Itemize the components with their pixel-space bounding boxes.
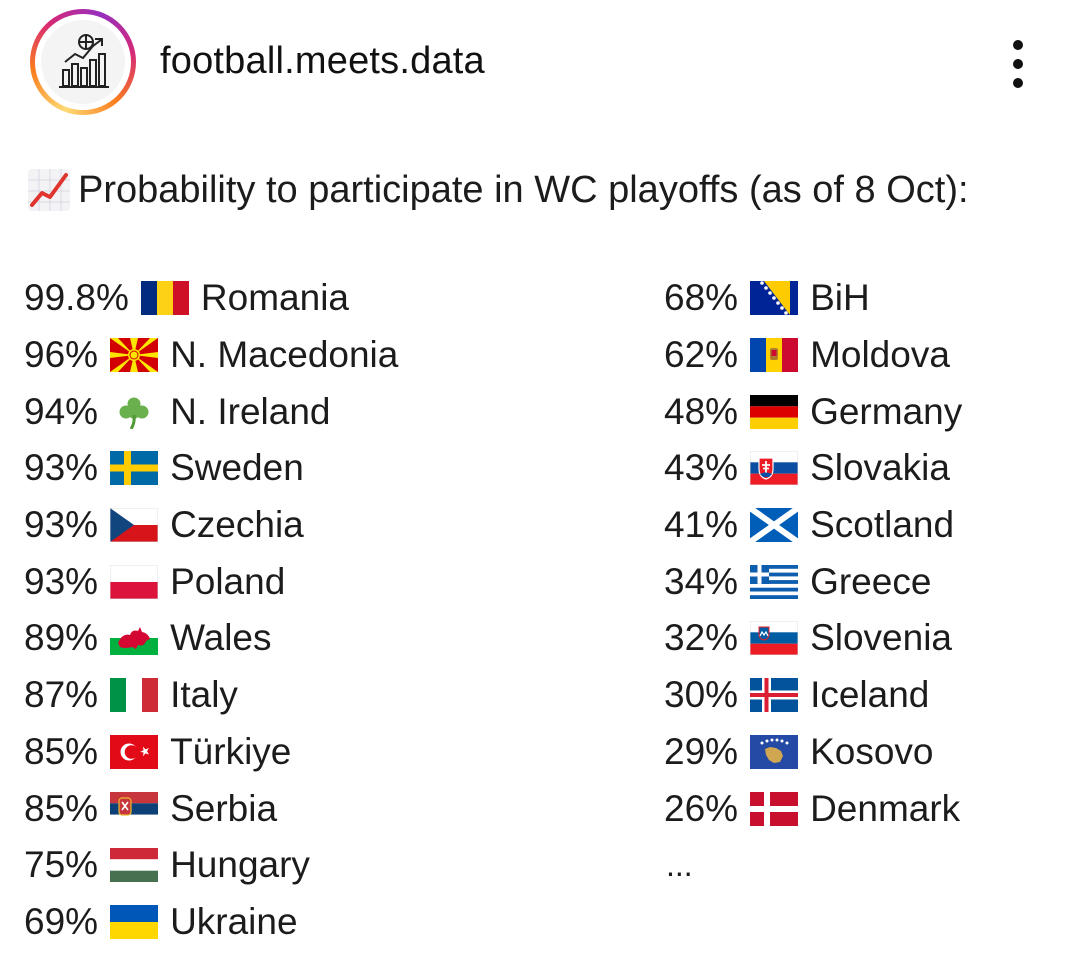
- story-ring[interactable]: [30, 9, 136, 115]
- list-item: 93% Poland: [24, 553, 398, 610]
- country-name: N. Macedonia: [170, 334, 399, 376]
- probability-value: 96%: [24, 334, 99, 376]
- ukraine-flag-icon: [110, 904, 159, 939]
- slovakia-flag-icon: [750, 451, 799, 486]
- list-item: 41% Scotland: [664, 497, 962, 554]
- poland-flag-icon: [110, 564, 159, 599]
- right-column: 68% BiH 62% Moldova 48% Germany 43% Slovakia 41%…: [664, 270, 962, 894]
- shamrock-icon: [110, 395, 158, 429]
- country-name: Kosovo: [810, 730, 934, 772]
- list-item: 85% Serbia: [24, 780, 398, 837]
- probability-value: 94%: [24, 390, 99, 432]
- czechia-flag-icon: [110, 508, 159, 543]
- list-item: 43% Slovakia: [664, 440, 962, 497]
- slovenia-flag-icon: [750, 621, 799, 656]
- iceland-flag-icon: [750, 678, 799, 713]
- country-name: Germany: [810, 390, 963, 432]
- list-item: 85% Türkiye: [24, 724, 398, 781]
- country-name: Wales: [170, 617, 272, 659]
- probability-value: 93%: [24, 447, 99, 489]
- country-name: Türkiye: [170, 730, 292, 772]
- bar-chart-football-logo-icon[interactable]: [41, 20, 125, 104]
- account-name[interactable]: football.meets.data: [160, 40, 485, 82]
- probability-value: 34%: [664, 560, 739, 602]
- list-item: 75% Hungary: [24, 837, 398, 894]
- country-name: Denmark: [810, 787, 961, 829]
- country-name: BiH: [810, 277, 870, 319]
- probability-value: 43%: [664, 447, 739, 489]
- country-name: Ukraine: [170, 900, 298, 942]
- germany-flag-icon: [750, 394, 799, 429]
- left-column: 99.8% Romania 96% N. Macedonia 94% N. Ireland…: [24, 270, 398, 950]
- north-macedonia-flag-icon: [110, 338, 159, 373]
- list-item: 26% Denmark: [664, 780, 962, 837]
- kosovo-flag-icon: [750, 734, 799, 769]
- probability-value: 29%: [664, 730, 739, 772]
- list-item: 68% BiH: [664, 270, 962, 327]
- list-item: 34% Greece: [664, 553, 962, 610]
- list-item: 69% Ukraine: [24, 894, 398, 951]
- italy-flag-icon: [110, 678, 159, 713]
- list-item: 62% Moldova: [664, 327, 962, 384]
- list-item: 30% Iceland: [664, 667, 962, 724]
- country-name: Iceland: [810, 674, 930, 716]
- probability-value: 30%: [664, 674, 739, 716]
- list-item: 94% N. Ireland: [24, 383, 398, 440]
- country-name: Sweden: [170, 447, 304, 489]
- country-name: Greece: [810, 560, 932, 602]
- probability-value: 89%: [24, 617, 99, 659]
- probability-value: 69%: [24, 900, 99, 942]
- more-vertical-icon[interactable]: [996, 36, 1040, 92]
- list-item: 99.8% Romania: [24, 270, 398, 327]
- country-name: Czechia: [170, 504, 304, 546]
- list-item: 29% Kosovo: [664, 724, 962, 781]
- probability-value: 87%: [24, 674, 99, 716]
- continuation-ellipsis: ...: [666, 846, 693, 883]
- sweden-flag-icon: [110, 451, 159, 486]
- country-name: Hungary: [170, 844, 310, 886]
- probability-value: 93%: [24, 560, 99, 602]
- list-item: 96% N. Macedonia: [24, 327, 398, 384]
- scotland-flag-icon: [750, 508, 799, 543]
- moldova-flag-icon: [750, 338, 799, 373]
- probability-value: 26%: [664, 787, 739, 829]
- wales-flag-icon: [110, 621, 159, 656]
- country-name: Romania: [200, 277, 349, 319]
- list-item: 89% Wales: [24, 610, 398, 667]
- probability-value: 85%: [24, 730, 99, 772]
- country-name: Italy: [170, 674, 238, 716]
- list-item: 93% Czechia: [24, 497, 398, 554]
- bosnia-flag-icon: [750, 281, 799, 316]
- country-name: Serbia: [170, 787, 278, 829]
- serbia-flag-icon: [110, 791, 159, 826]
- probability-value: 75%: [24, 844, 99, 886]
- country-name: N. Ireland: [170, 390, 331, 432]
- probability-value: 99.8%: [24, 277, 129, 319]
- list-item: 93% Sweden: [24, 440, 398, 497]
- country-name: Poland: [170, 560, 286, 602]
- post-title-text: Probability to participate in WC playoff…: [78, 168, 969, 211]
- greece-flag-icon: [750, 564, 799, 599]
- probability-value: 93%: [24, 504, 99, 546]
- probability-value: 32%: [664, 617, 739, 659]
- list-item: 87% Italy: [24, 667, 398, 724]
- post-header: football.meets.data: [0, 0, 1080, 130]
- country-name: Slovakia: [810, 447, 950, 489]
- denmark-flag-icon: [750, 791, 799, 826]
- hungary-flag-icon: [110, 848, 159, 883]
- probability-value: 85%: [24, 787, 99, 829]
- country-name: Scotland: [810, 504, 955, 546]
- post-title: Probability to participate in WC playoff…: [26, 165, 969, 215]
- country-name: Moldova: [810, 334, 950, 376]
- country-name: Slovenia: [810, 617, 952, 659]
- probability-value: 41%: [664, 504, 739, 546]
- probability-value: 68%: [664, 277, 739, 319]
- chart-increasing-icon: [28, 169, 70, 211]
- romania-flag-icon: [140, 281, 189, 316]
- turkiye-flag-icon: [110, 734, 159, 769]
- list-item: 48% Germany: [664, 383, 962, 440]
- list-item: 32% Slovenia: [664, 610, 962, 667]
- probability-value: 62%: [664, 334, 739, 376]
- probability-value: 48%: [664, 390, 739, 432]
